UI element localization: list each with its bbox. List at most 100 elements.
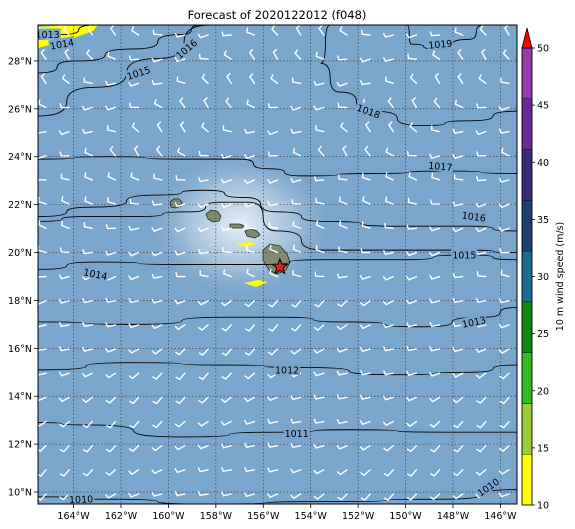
wind-barb: [429, 274, 441, 280]
wind-barb: [82, 420, 93, 429]
wind-barb: [453, 444, 464, 453]
wind-barb: [498, 105, 510, 111]
wind-barb: [453, 174, 464, 181]
wind-barb: [364, 145, 371, 157]
wind-barb: [337, 300, 348, 308]
wind-barb: [382, 395, 394, 401]
colorbar-tick-label: 35: [537, 215, 549, 226]
wind-barb: [82, 444, 93, 453]
wind-barb: [199, 270, 209, 278]
wind-barb: [318, 25, 325, 36]
wind-barb: [406, 444, 418, 453]
wind-barb: [128, 55, 140, 61]
wind-barb: [361, 172, 371, 181]
wind-barb: [360, 248, 371, 254]
wind-barb: [245, 245, 256, 254]
isobar-line: [38, 422, 517, 438]
wind-barb: [315, 197, 325, 205]
wind-barb: [153, 99, 163, 109]
wind-barb: [338, 220, 348, 229]
wind-barb: [221, 348, 232, 357]
wind-barb: [292, 220, 302, 229]
wind-barb: [174, 250, 186, 256]
wind-barb: [221, 324, 232, 332]
wind-barb: [408, 172, 418, 181]
wind-barb: [59, 151, 70, 157]
wind-barb: [151, 298, 163, 304]
wind-barb: [359, 394, 371, 400]
wind-barb: [107, 51, 117, 60]
wind-barb: [151, 227, 163, 233]
wind-barb: [105, 444, 117, 453]
wind-barb: [244, 128, 256, 134]
wind-barb: [221, 491, 232, 497]
wind-barb: [499, 420, 510, 429]
colorbar-tick-label: 25: [537, 329, 549, 340]
wind-barb: [452, 372, 464, 378]
wind-barb: [133, 145, 140, 157]
wind-barb: [221, 300, 232, 307]
wind-barb: [58, 130, 70, 136]
wind-barb: [457, 73, 464, 85]
wind-barb: [105, 105, 117, 111]
wind-barb: [128, 323, 140, 329]
wind-barb: [431, 50, 441, 60]
wind-barb: [498, 226, 510, 232]
colorbar-tick-label: 40: [537, 158, 549, 169]
colorbar-label: 10 m wind speed (m/s): [555, 222, 566, 331]
wind-barb: [338, 174, 348, 181]
colorbar-segment: [521, 250, 533, 303]
wind-barb: [225, 97, 232, 109]
wind-barb: [179, 97, 186, 109]
isobar-label-text: 1012: [275, 365, 299, 376]
wind-barb: [174, 491, 186, 497]
wind-barb: [313, 394, 325, 400]
wind-barb: [383, 346, 394, 352]
wind-barb: [382, 323, 394, 329]
wind-barb: [292, 269, 302, 278]
wind-barb: [499, 372, 510, 380]
wind-barb: [290, 493, 302, 500]
wind-barb: [105, 372, 117, 379]
colorbar-extend-arrow: [521, 27, 533, 49]
colorbar-segment: [521, 200, 533, 252]
isobar-line: [38, 189, 517, 232]
wind-barb: [128, 225, 140, 231]
wind-barb: [411, 97, 418, 109]
wind-barb: [82, 396, 93, 404]
wind-barb: [197, 203, 209, 209]
wind-barb: [244, 348, 256, 356]
wind-barb: [406, 275, 418, 281]
x-tick-label: 164°W: [57, 511, 90, 522]
wind-barb: [342, 145, 348, 157]
wind-barb: [291, 77, 302, 85]
wind-barb: [453, 469, 464, 477]
isobar-label-bg: [474, 474, 502, 499]
wind-barb: [457, 49, 464, 60]
wind-barb: [221, 372, 232, 380]
wind-patch-south: [244, 280, 268, 287]
wind-barb: [406, 151, 418, 157]
isobar-label: 1010: [67, 492, 95, 504]
wind-barb: [129, 102, 140, 109]
wind-barb: [246, 99, 256, 109]
wind-barb: [480, 48, 487, 60]
island-molokai: [229, 223, 245, 229]
wind-barb: [128, 372, 140, 380]
wind-barb: [290, 468, 302, 474]
wind-barb: [336, 444, 348, 450]
wind-barb: [336, 324, 348, 331]
wind-barb: [58, 396, 70, 403]
wind-barb: [267, 130, 279, 136]
wind-barb: [360, 469, 371, 477]
wind-barb: [313, 324, 325, 332]
wind-barbs: [38, 25, 510, 502]
wind-barb: [475, 297, 487, 303]
wind-barb: [406, 251, 418, 257]
wind-barb: [360, 79, 371, 86]
wind-barb: [84, 196, 93, 205]
wind-barb: [151, 273, 163, 280]
wind-barb: [498, 323, 510, 329]
wind-barb: [151, 324, 163, 330]
wind-barb: [406, 346, 418, 352]
